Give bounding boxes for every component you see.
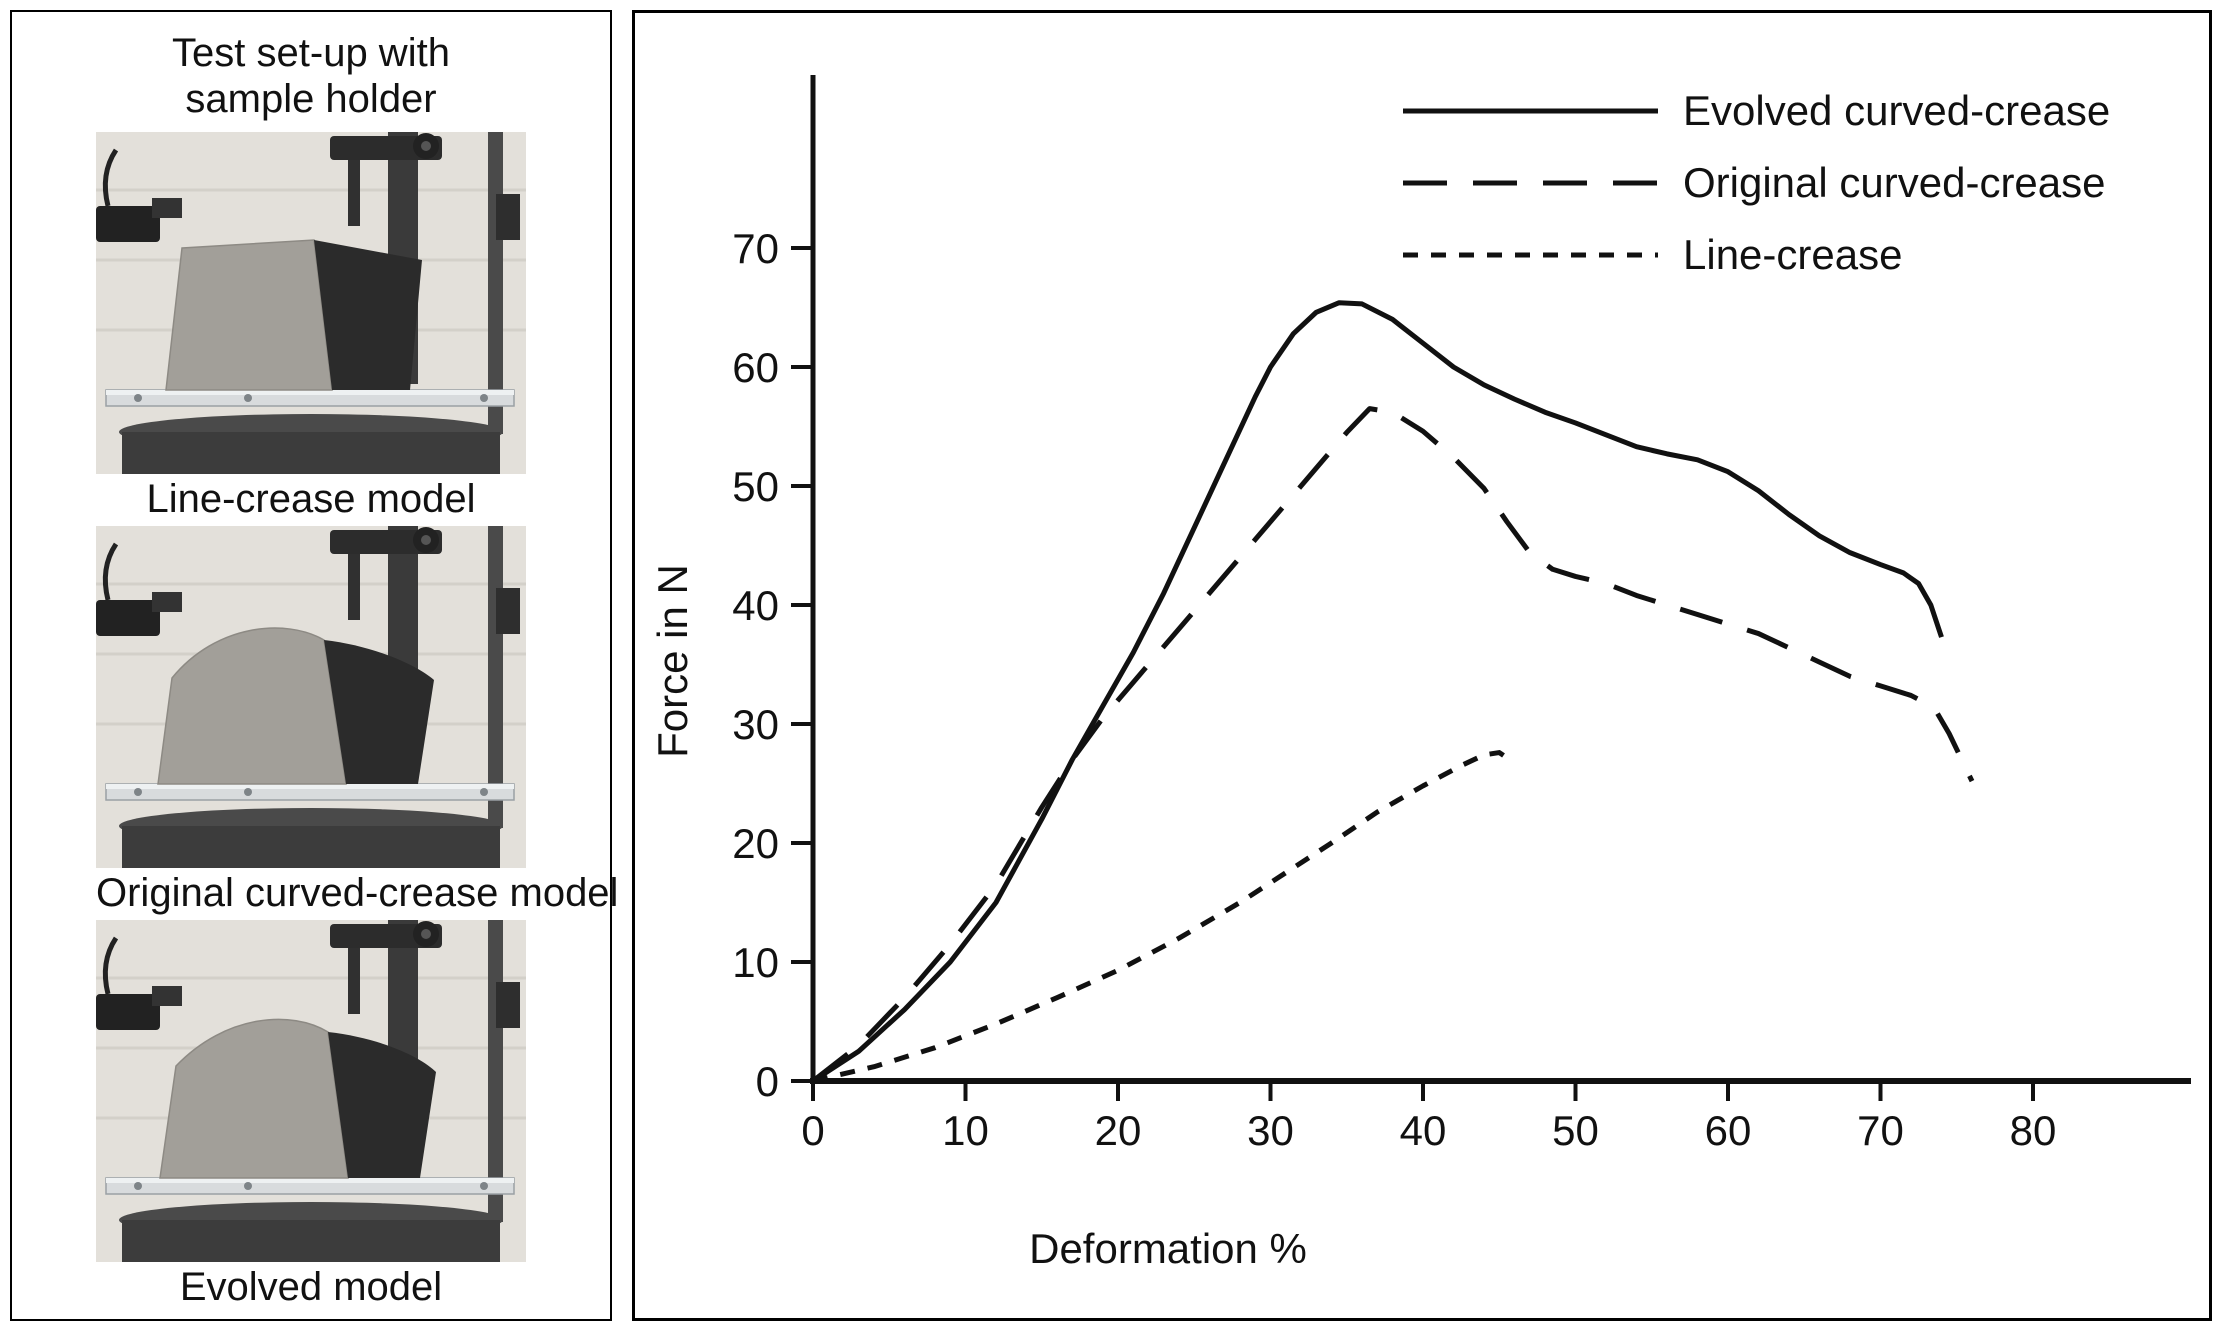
y-tick-label: 40 bbox=[732, 582, 779, 629]
x-tick-label: 70 bbox=[1857, 1107, 1904, 1154]
x-tick-label: 40 bbox=[1400, 1107, 1447, 1154]
chart-panel: 0 10 20 30 40 50 60 70 0 10 20 30 40 50 60 70 80 Force in… bbox=[632, 10, 2212, 1321]
y-axis-label: Force in N bbox=[649, 564, 696, 758]
photo-block-evolved: Evolved model bbox=[96, 920, 526, 1312]
original-curved-crease-test-rig-drawing bbox=[96, 526, 526, 868]
series-line-evolved-curved-crease bbox=[811, 300, 1944, 1084]
line-crease-test-photo bbox=[96, 132, 526, 474]
left-panel-title: Test set-up with sample holder bbox=[172, 31, 450, 121]
x-axis-label: Deformation % bbox=[1029, 1225, 1307, 1272]
photo-caption-evolved: Evolved model bbox=[179, 1265, 443, 1309]
x-tick-label: 50 bbox=[1552, 1107, 1599, 1154]
y-tick-label: 50 bbox=[732, 463, 779, 510]
force-deformation-chart: 0 10 20 30 40 50 60 70 0 10 20 30 40 50 60 70 80 Force in… bbox=[649, 75, 2191, 1272]
series-line-line-crease bbox=[812, 750, 1513, 1084]
legend-label-line-crease: Line-crease bbox=[1683, 231, 1902, 278]
y-tick-label: 20 bbox=[732, 820, 779, 867]
y-tick-label: 0 bbox=[756, 1058, 779, 1105]
y-tick-label: 70 bbox=[732, 225, 779, 272]
line-crease-test-rig-drawing bbox=[96, 132, 526, 474]
x-tick-label: 80 bbox=[2010, 1107, 2057, 1154]
photo-caption-line-crease: Line-crease model bbox=[146, 477, 476, 521]
x-tick-label: 30 bbox=[1247, 1107, 1294, 1154]
test-setup-panel: Test set-up with sample holder Line-crea… bbox=[10, 10, 619, 1321]
photo-block-original-curved-crease: Original curved-crease model bbox=[96, 526, 619, 918]
x-tick-label: 20 bbox=[1095, 1107, 1142, 1154]
legend-label-original-curved-crease: Original curved-crease bbox=[1683, 159, 2106, 206]
x-tick-label: 60 bbox=[1705, 1107, 1752, 1154]
series-line-original-curved-crease bbox=[811, 406, 1975, 1083]
x-tick-label: 0 bbox=[801, 1107, 824, 1154]
photo-caption-original-curved-crease: Original curved-crease model bbox=[96, 871, 619, 915]
y-tick-label: 10 bbox=[732, 939, 779, 986]
y-tick-label: 60 bbox=[732, 344, 779, 391]
evolved-test-rig-drawing bbox=[96, 920, 526, 1262]
photo-block-line-crease: Line-crease model bbox=[96, 132, 526, 524]
evolved-test-photo bbox=[96, 920, 526, 1262]
x-tick-label: 10 bbox=[942, 1107, 989, 1154]
original-curved-crease-test-photo bbox=[96, 526, 526, 868]
y-tick-label: 30 bbox=[732, 701, 779, 748]
legend-label-evolved-curved-crease: Evolved curved-crease bbox=[1683, 87, 2110, 134]
